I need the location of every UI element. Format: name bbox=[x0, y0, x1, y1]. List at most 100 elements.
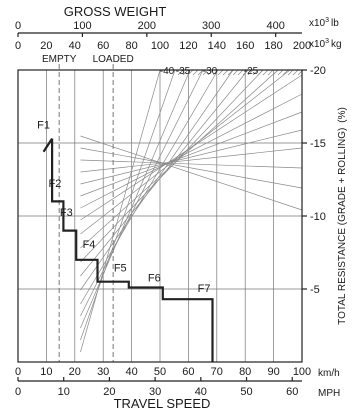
kmh-ticks: 0 10 20 30 40 50 60 70 80 90 100 bbox=[15, 366, 311, 378]
gross-weight-title: GROSS WEIGHT bbox=[64, 4, 167, 19]
kmh-tick-label: 10 bbox=[40, 366, 52, 378]
kg-tick-label: 120 bbox=[179, 40, 197, 52]
kmh-tick-label: 30 bbox=[97, 366, 109, 378]
resistance-line bbox=[80, 147, 303, 173]
resistance-tick-label: -5 bbox=[310, 284, 320, 296]
hatch-mark bbox=[177, 69, 184, 76]
hatch-mark bbox=[247, 69, 254, 76]
kg-tick-label: 20 bbox=[40, 40, 52, 52]
kg-tick-label: 100 bbox=[151, 40, 169, 52]
hatch-mark bbox=[182, 69, 189, 76]
hatch-mark bbox=[222, 69, 229, 76]
hatch-mark bbox=[262, 69, 269, 76]
lb-tick-label: 0 bbox=[15, 20, 21, 32]
retarder-curve-line bbox=[51, 138, 214, 362]
mph-tick-label: 10 bbox=[58, 386, 70, 398]
mph-tick-label: 50 bbox=[240, 386, 252, 398]
hatch-mark bbox=[197, 69, 204, 76]
mph-tick-label: 0 bbox=[15, 386, 21, 398]
mph-tick-label: 60 bbox=[286, 386, 298, 398]
mph-tick-label: 20 bbox=[103, 386, 115, 398]
mph-tick-label: 40 bbox=[195, 386, 207, 398]
gear-label: F3 bbox=[60, 207, 73, 219]
kmh-tick-label: 100 bbox=[293, 366, 311, 378]
kmh-tick-label: 60 bbox=[182, 366, 194, 378]
kg-tick-label: 0 bbox=[15, 40, 21, 52]
hatch-mark bbox=[187, 69, 194, 76]
gear-label: F2 bbox=[48, 178, 61, 190]
kg-tick-label: 200 bbox=[293, 40, 311, 52]
resistance-scale-labels: -40 -35 -30 -25 bbox=[160, 66, 259, 77]
kmh-tick-label: 40 bbox=[125, 366, 137, 378]
hatch-mark bbox=[227, 69, 234, 76]
hatch-mark bbox=[192, 69, 199, 76]
hatch-mark bbox=[237, 69, 244, 76]
kg-tick-label: 40 bbox=[69, 40, 81, 52]
hatch-band bbox=[177, 69, 304, 76]
resistance-scale-label: -30 bbox=[203, 66, 218, 77]
gear-label: F6 bbox=[148, 273, 161, 285]
resistance-line bbox=[80, 69, 234, 291]
hatch-mark bbox=[252, 69, 259, 76]
kmh-tick-label: 0 bbox=[15, 366, 21, 378]
resistance-tick-label: -15 bbox=[310, 138, 326, 150]
lb-ticks: 0 100 200 300 400 bbox=[15, 20, 285, 37]
hatch-mark bbox=[257, 69, 264, 76]
kg-ticks: 0 20 40 60 80 100 120 140 160 180 200 bbox=[15, 40, 311, 52]
resistance-axis-label: TOTAL RESISTANCE (GRADE + ROLLING)(%) bbox=[337, 107, 348, 325]
kg-tick-label: 180 bbox=[264, 40, 282, 52]
lb-tick-label: 200 bbox=[138, 20, 156, 32]
lb-tick-label: 100 bbox=[73, 20, 91, 32]
hatch-mark bbox=[202, 69, 209, 76]
lb-tick-label: 300 bbox=[202, 20, 220, 32]
resistance-ticks: -5 -10 -15 -20 bbox=[302, 65, 326, 296]
kmh-tick-label: 80 bbox=[239, 366, 251, 378]
kg-tick-label: 160 bbox=[236, 40, 254, 52]
hatch-mark bbox=[232, 69, 239, 76]
lb-tick-label: 400 bbox=[266, 20, 284, 32]
resistance-line bbox=[80, 111, 303, 197]
resistance-line bbox=[80, 69, 249, 277]
hatch-mark bbox=[267, 69, 274, 76]
retarder-curve bbox=[42, 138, 214, 362]
kmh-tick-label: 70 bbox=[211, 366, 223, 378]
weight-markers: EMPTY LOADED bbox=[42, 54, 134, 362]
hatch-mark bbox=[272, 69, 279, 76]
mph-tick-label: 30 bbox=[149, 386, 161, 398]
resistance-scale-label: -25 bbox=[244, 66, 259, 77]
mph-ticks: 0 10 20 30 40 50 60 bbox=[15, 377, 298, 398]
travel-speed-title: TRAVEL SPEED bbox=[114, 396, 211, 411]
gear-label: F4 bbox=[83, 239, 96, 251]
resistance-line bbox=[80, 69, 161, 353]
kg-tick-label: 140 bbox=[208, 40, 226, 52]
hatch-mark bbox=[287, 69, 294, 76]
gear-label: F5 bbox=[114, 262, 127, 274]
hatch-mark bbox=[277, 69, 284, 76]
kg-tick-label: 80 bbox=[125, 40, 137, 52]
mph-unit-label: MPH bbox=[318, 388, 340, 399]
resistance-line bbox=[80, 159, 303, 169]
resistance-line bbox=[80, 69, 291, 235]
weight-marker-label: LOADED bbox=[93, 54, 134, 65]
hatch-mark bbox=[207, 69, 214, 76]
resistance-scale-label: -40 bbox=[160, 66, 175, 77]
kmh-tick-label: 20 bbox=[69, 366, 81, 378]
plot-area: EMPTY LOADED -40 -35 -30 -25 F1 F2 F3 F4 F5 F6 F7 bbox=[17, 54, 304, 363]
retarder-curve-entry bbox=[42, 138, 54, 153]
resistance-diagonals bbox=[80, 69, 303, 353]
resistance-line bbox=[80, 129, 303, 185]
kmh-tick-label: 50 bbox=[154, 366, 166, 378]
kmh-unit-label: km/h bbox=[318, 368, 340, 379]
gear-label: F1 bbox=[37, 119, 50, 131]
gear-label: F7 bbox=[198, 283, 211, 295]
resistance-line bbox=[80, 135, 303, 211]
resistance-line bbox=[80, 69, 279, 249]
kg-unit-label: x103 kg bbox=[309, 38, 342, 50]
kg-tick-label: 60 bbox=[97, 40, 109, 52]
lb-unit-label: x103 lb bbox=[309, 17, 339, 29]
hatch-mark bbox=[242, 69, 249, 76]
resistance-tick-label: -10 bbox=[310, 211, 326, 223]
resistance-line bbox=[80, 147, 303, 189]
weight-marker-label: EMPTY bbox=[42, 54, 77, 65]
